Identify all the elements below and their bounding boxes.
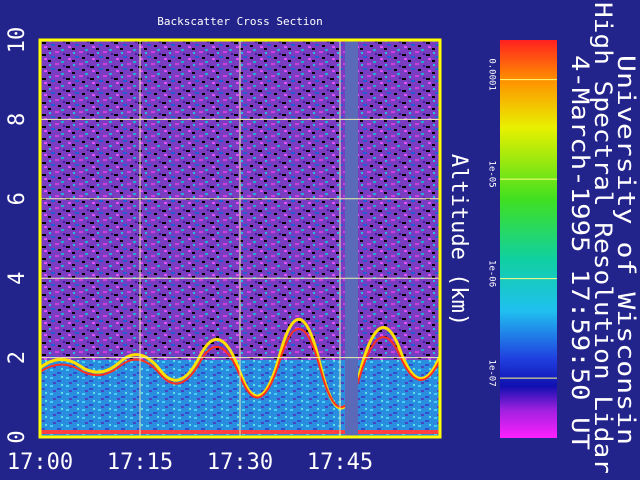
x-tick-label: 17:15 (107, 450, 173, 475)
colorbar-tick-label: 0.0001 (487, 58, 497, 91)
x-tick-label: 17:30 (207, 450, 273, 475)
annotation: High Spectral Resolution Lidar (589, 2, 617, 474)
plot-frame (38, 38, 442, 439)
colorbar-tick-label: 1e-06 (487, 260, 497, 287)
y-tick-label: 4 (5, 272, 30, 285)
y-axis-label: Altitude (km) (446, 154, 471, 326)
y-tick-label: 0 (5, 430, 30, 443)
chart-title: Backscatter Cross Section (157, 15, 323, 28)
x-tick-label: 17:00 (7, 450, 73, 475)
y-tick-label: 8 (5, 113, 30, 126)
y-tick-label: 2 (5, 351, 30, 364)
x-tick-label: 17:45 (307, 450, 373, 475)
colorbar (500, 40, 557, 438)
colorbar-tick-label: 1e-05 (487, 161, 497, 188)
y-tick-label: 6 (5, 192, 30, 205)
annotation: 4-March-1995 17:59:50 UT (566, 55, 594, 450)
colorbar-tick-label: 1e-07 (487, 360, 497, 387)
annotation: University of Wisconsin (612, 55, 640, 445)
y-tick-label: 10 (5, 27, 30, 54)
